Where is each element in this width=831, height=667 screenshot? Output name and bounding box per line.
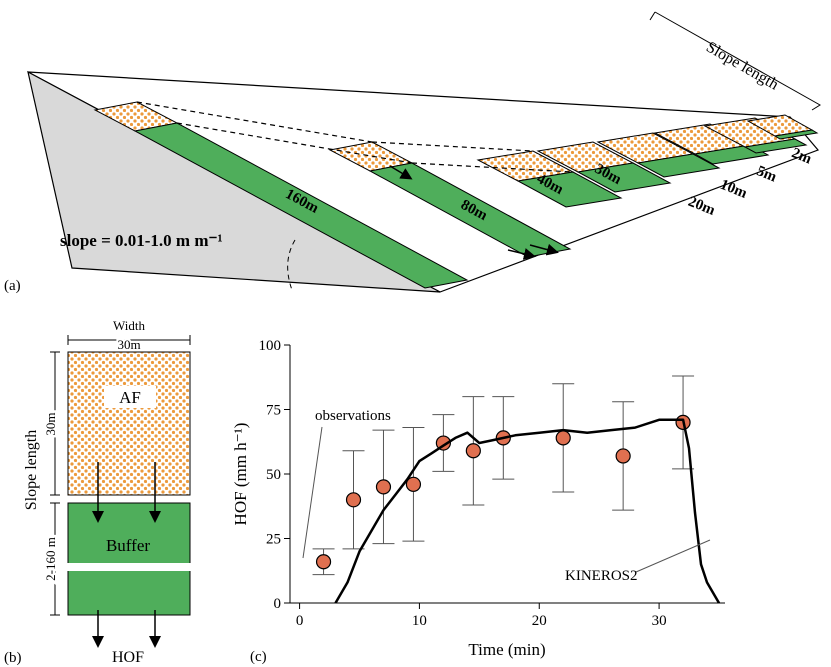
buffer-break — [66, 563, 192, 571]
af-length: 30m — [43, 412, 58, 435]
strip-label: 20m — [686, 194, 718, 219]
af-label: AF — [119, 388, 141, 407]
leader-line — [635, 539, 711, 573]
x-tick-label: 0 — [296, 613, 304, 629]
width-value: 30m — [117, 337, 140, 352]
observation-point — [555, 430, 571, 446]
y-tick-label: 100 — [259, 338, 282, 354]
flow-arrows — [389, 165, 559, 260]
length-brackets — [50, 351, 60, 616]
observation-point — [405, 476, 422, 492]
buffer-length: 2-160 m — [43, 537, 58, 581]
observation-point — [315, 554, 332, 570]
strip-label: 2m — [789, 145, 814, 168]
panel-a: Slope length slope = 0.01-1.0 m m⁻¹ (a) — [4, 11, 821, 294]
panel-label: (b) — [4, 650, 22, 666]
slope-length-label: Slope length — [703, 39, 781, 94]
y-tick-label: 75 — [266, 403, 281, 419]
panel-c: (c) Time (min) HOF (mm h⁻¹) 0 25 50 75 100 0 1… — [231, 338, 725, 665]
flow-arrows — [92, 462, 161, 648]
series-annotation: KINEROS2 — [565, 568, 638, 584]
x-tick-label: 30 — [652, 613, 667, 629]
x-axis-label: Time (min) — [468, 640, 545, 659]
y-tick-label: 50 — [266, 467, 281, 483]
slope-length-label: Slope length — [23, 430, 40, 510]
projection-lines — [136, 101, 574, 173]
slope-angle — [287, 239, 296, 291]
y-tick-label: 0 — [274, 596, 282, 612]
slope-length-bracket — [649, 11, 821, 111]
strip-label: 5m — [754, 163, 779, 186]
x-tick-label: 20 — [532, 613, 547, 629]
panel-b: Width 30m AF Buffer HOF Slope length 30m… — [4, 318, 192, 666]
slope-label: slope = 0.01-1.0 m m⁻¹ — [60, 231, 223, 250]
observation-point — [375, 479, 392, 495]
y-axis-label: HOF (mm h⁻¹) — [231, 423, 250, 526]
buffer-label: Buffer — [106, 536, 150, 555]
observation-point — [615, 448, 631, 464]
model-line — [334, 418, 721, 604]
width-bracket — [67, 335, 191, 345]
x-tick-label: 10 — [412, 613, 427, 629]
buffer-strip — [67, 502, 191, 616]
series-annotation: observations — [315, 408, 391, 424]
observation-point — [465, 443, 481, 459]
panel-label: (c) — [250, 649, 267, 665]
panel-label: (a) — [4, 278, 21, 294]
width-label: Width — [113, 318, 145, 333]
observation-point — [345, 492, 362, 508]
af-label-bg — [104, 386, 156, 408]
af-plot — [67, 351, 191, 496]
leader-line — [302, 426, 323, 559]
y-tick-label: 25 — [266, 532, 281, 548]
plots — [93, 101, 819, 289]
strip-label: 10m — [718, 177, 750, 202]
outflow-label: HOF — [112, 649, 144, 666]
